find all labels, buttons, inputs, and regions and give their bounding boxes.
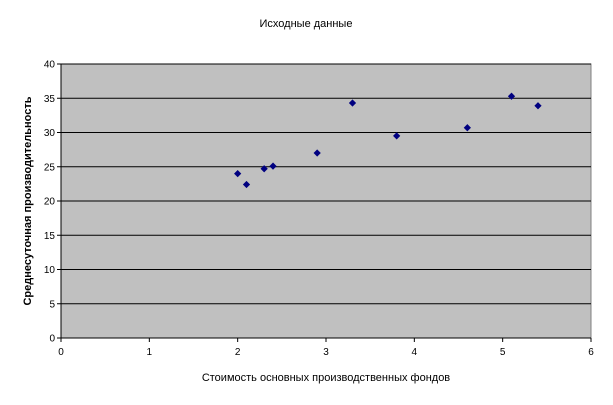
data-point-2 [242, 180, 251, 189]
data-points [234, 92, 542, 189]
y-tick-label: 40 [44, 60, 56, 71]
data-point-4 [269, 162, 277, 170]
y-tick-label: 0 [49, 334, 55, 345]
y-tick-label: 30 [44, 128, 56, 139]
gridlines [61, 63, 591, 305]
data-point-3 [260, 165, 268, 173]
x-tick-label: 4 [412, 347, 418, 358]
y-tick-label: 35 [44, 94, 56, 105]
x-tick-labels: 0 1 2 3 4 5 6 [58, 338, 594, 358]
y-tick-label: 15 [44, 231, 56, 242]
data-point-9 [507, 92, 516, 100]
y-tick-labels: 0 5 10 15 20 25 30 35 40 [44, 60, 61, 345]
data-point-1 [234, 169, 242, 178]
data-point-10 [534, 102, 542, 110]
x-tick-label: 0 [58, 347, 64, 358]
y-tick-label: 20 [44, 197, 56, 208]
x-tick-label: 1 [147, 347, 153, 358]
y-tick-label: 25 [44, 162, 56, 173]
data-point-5 [313, 149, 321, 157]
data-point-8 [463, 124, 471, 132]
y-tick-label: 5 [49, 299, 55, 310]
y-tick-label: 10 [44, 265, 56, 276]
data-point-6 [348, 99, 357, 107]
x-axis-label: Стоимость основных производственных фонд… [202, 372, 450, 384]
x-tick-label: 2 [235, 347, 241, 358]
data-point-7 [393, 132, 401, 140]
x-tick-label: 3 [323, 347, 329, 358]
y-axis-label: Среднесуточная производительность [22, 96, 34, 305]
x-tick-label: 5 [500, 347, 506, 358]
x-tick-label: 6 [588, 347, 594, 358]
chart-title: Исходные данные [260, 18, 353, 30]
